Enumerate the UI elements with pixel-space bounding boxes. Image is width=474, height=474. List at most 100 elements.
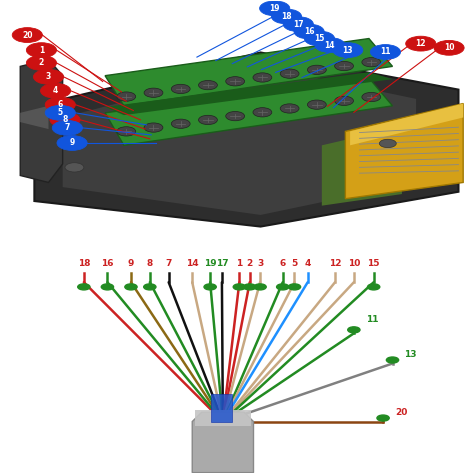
Text: 2: 2: [246, 259, 253, 268]
Text: 20: 20: [395, 408, 407, 417]
Text: 19: 19: [269, 4, 280, 13]
Polygon shape: [105, 38, 392, 106]
Circle shape: [117, 127, 136, 136]
Polygon shape: [195, 410, 251, 426]
Text: 11: 11: [380, 47, 391, 56]
Text: 14: 14: [186, 259, 199, 268]
Text: 1: 1: [236, 259, 243, 268]
Polygon shape: [192, 412, 254, 473]
Circle shape: [434, 40, 464, 55]
Text: 2: 2: [39, 58, 44, 67]
Polygon shape: [322, 127, 402, 206]
Circle shape: [386, 357, 399, 363]
Text: 6: 6: [280, 259, 286, 268]
Circle shape: [144, 123, 163, 132]
Circle shape: [370, 45, 401, 59]
Circle shape: [12, 27, 42, 43]
Circle shape: [379, 139, 396, 147]
Circle shape: [406, 36, 436, 51]
Polygon shape: [346, 103, 463, 199]
Circle shape: [125, 284, 137, 290]
Circle shape: [34, 69, 64, 84]
Circle shape: [101, 284, 114, 290]
Circle shape: [277, 284, 289, 290]
Circle shape: [50, 112, 80, 127]
Circle shape: [45, 97, 75, 112]
Circle shape: [308, 100, 326, 109]
Polygon shape: [35, 53, 458, 227]
Circle shape: [253, 108, 272, 117]
Text: 20: 20: [22, 30, 33, 39]
Text: 5: 5: [292, 259, 298, 268]
Circle shape: [377, 415, 389, 421]
Text: 13: 13: [404, 350, 417, 359]
Polygon shape: [105, 72, 392, 115]
Text: 12: 12: [416, 39, 426, 48]
Circle shape: [280, 69, 299, 78]
Text: 4: 4: [53, 86, 58, 95]
Circle shape: [57, 136, 87, 150]
Polygon shape: [20, 59, 63, 182]
Circle shape: [40, 83, 71, 98]
Circle shape: [204, 284, 216, 290]
Circle shape: [65, 163, 84, 172]
Text: 15: 15: [314, 34, 325, 43]
Circle shape: [367, 284, 380, 290]
Circle shape: [226, 111, 245, 121]
Circle shape: [199, 115, 218, 125]
Circle shape: [254, 284, 266, 290]
Text: 9: 9: [128, 259, 134, 268]
Circle shape: [283, 17, 313, 32]
Polygon shape: [350, 103, 463, 146]
Circle shape: [199, 81, 218, 90]
Circle shape: [244, 284, 256, 290]
Text: 10: 10: [347, 259, 360, 268]
Circle shape: [294, 24, 324, 39]
Circle shape: [144, 88, 163, 97]
Text: 8: 8: [146, 259, 153, 268]
Text: 13: 13: [343, 46, 353, 55]
Polygon shape: [20, 106, 48, 129]
Text: 15: 15: [367, 259, 380, 268]
Text: 17: 17: [216, 259, 228, 268]
Circle shape: [45, 105, 75, 120]
Text: 19: 19: [204, 259, 217, 268]
Circle shape: [78, 284, 90, 290]
Polygon shape: [211, 394, 232, 421]
Circle shape: [144, 284, 156, 290]
Circle shape: [117, 92, 136, 101]
Circle shape: [335, 96, 354, 106]
Text: 14: 14: [325, 41, 335, 49]
Text: 10: 10: [444, 43, 454, 52]
Text: 11: 11: [365, 315, 378, 324]
Circle shape: [260, 1, 290, 16]
Circle shape: [171, 119, 190, 128]
Text: 18: 18: [78, 259, 90, 268]
Polygon shape: [63, 66, 416, 215]
Circle shape: [362, 57, 381, 67]
Circle shape: [362, 92, 381, 101]
Circle shape: [280, 104, 299, 113]
Circle shape: [315, 37, 345, 53]
Circle shape: [27, 55, 56, 70]
Circle shape: [233, 284, 246, 290]
Text: 9: 9: [70, 138, 75, 147]
Circle shape: [253, 73, 272, 82]
Circle shape: [308, 65, 326, 74]
Text: 7: 7: [64, 123, 70, 132]
Circle shape: [52, 120, 82, 136]
Text: 16: 16: [304, 27, 314, 36]
Circle shape: [348, 327, 360, 333]
Text: 3: 3: [46, 73, 51, 82]
Text: 8: 8: [62, 115, 68, 124]
Text: 1: 1: [39, 46, 44, 55]
Polygon shape: [105, 78, 392, 146]
Circle shape: [171, 84, 190, 93]
Circle shape: [335, 62, 354, 71]
Text: 18: 18: [281, 12, 292, 21]
Circle shape: [272, 9, 301, 24]
Text: 17: 17: [293, 19, 303, 28]
Circle shape: [226, 77, 245, 86]
Text: 6: 6: [58, 100, 63, 109]
Circle shape: [333, 43, 363, 57]
